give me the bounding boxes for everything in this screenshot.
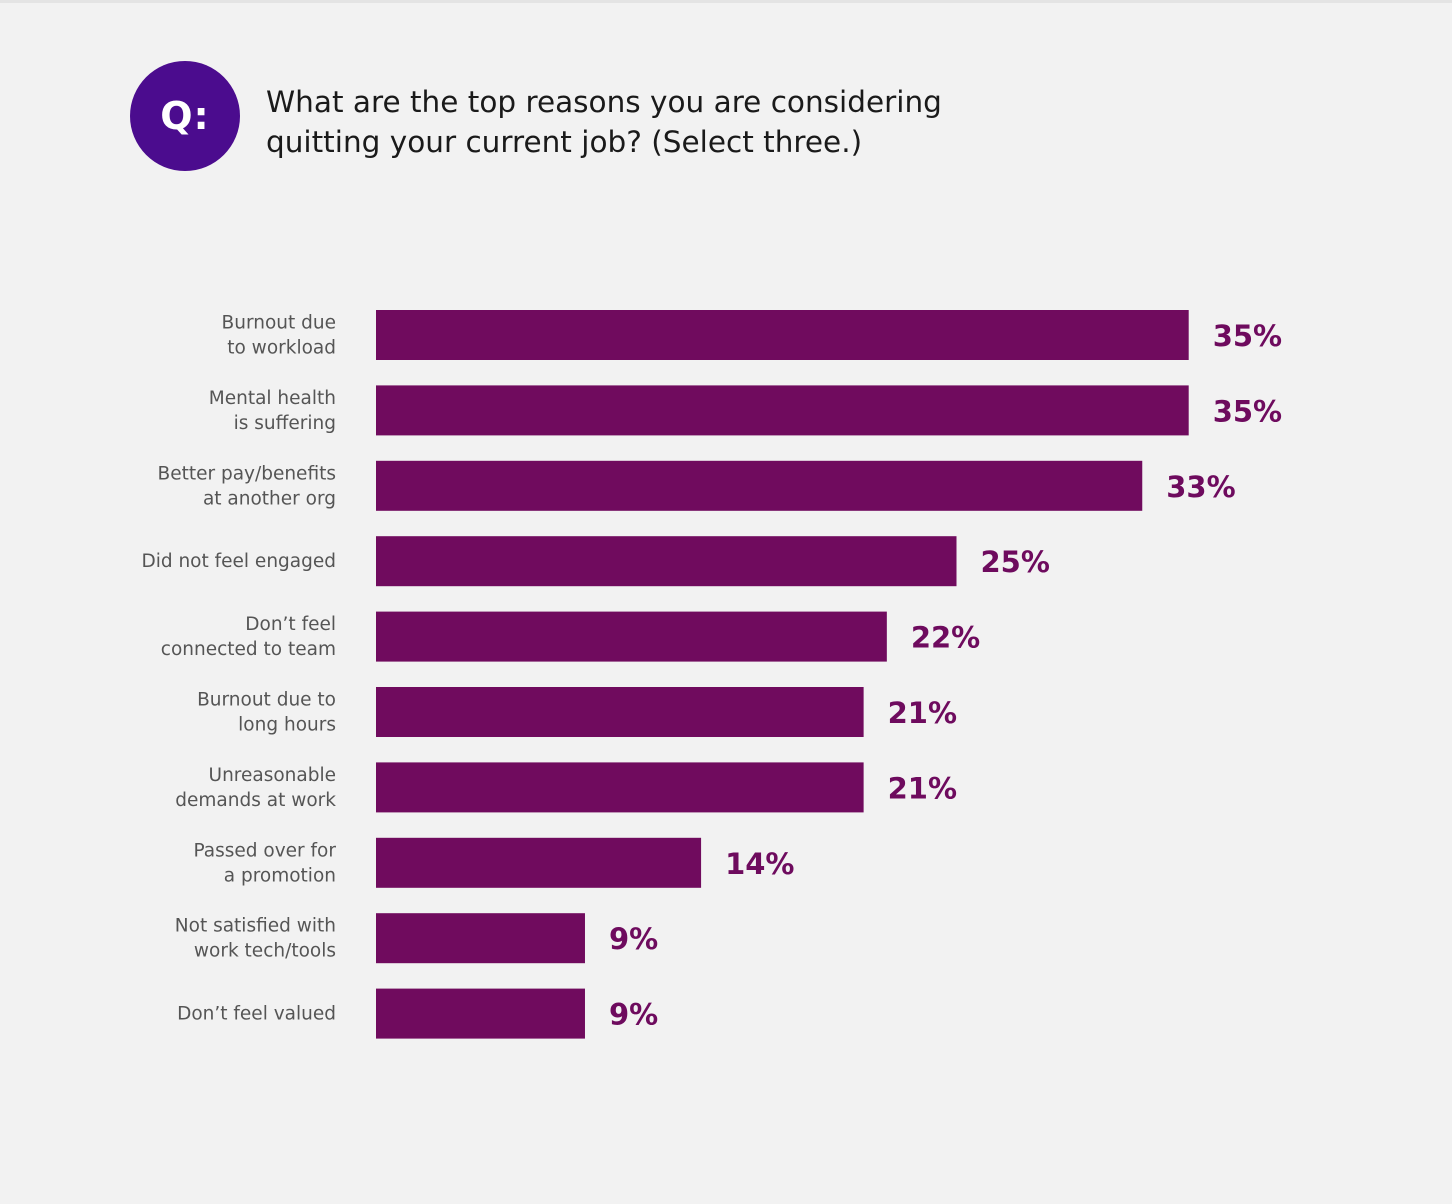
category-label-3: Did not feel engaged bbox=[141, 551, 336, 572]
value-label-7: 14% bbox=[725, 847, 794, 881]
category-label-1: Mental health is suffering bbox=[209, 388, 336, 434]
bar-6 bbox=[376, 762, 864, 813]
bar-0 bbox=[376, 310, 1189, 360]
bar-5 bbox=[376, 687, 864, 737]
value-label-4: 22% bbox=[911, 621, 980, 655]
category-label-4: Don’t feel connected to team bbox=[161, 614, 336, 660]
bar-3 bbox=[376, 536, 957, 587]
value-label-5: 21% bbox=[888, 696, 957, 730]
bar-4 bbox=[376, 611, 887, 662]
bar-2 bbox=[376, 460, 1143, 511]
top-border bbox=[0, 0, 1452, 3]
value-label-3: 25% bbox=[981, 545, 1050, 579]
category-label-5: Burnout due to long hours bbox=[197, 690, 336, 736]
category-label-8: Not satisfied with work tech/tools bbox=[175, 916, 336, 962]
category-label-7: Passed over for a promotion bbox=[193, 840, 336, 886]
value-label-9: 9% bbox=[609, 998, 658, 1032]
bar-8 bbox=[376, 913, 585, 964]
category-label-2: Better pay/benefits at another org bbox=[158, 463, 337, 509]
value-label-1: 35% bbox=[1213, 394, 1282, 428]
category-label-9: Don’t feel valued bbox=[177, 1004, 336, 1025]
value-label-0: 35% bbox=[1213, 319, 1282, 353]
bar-1 bbox=[376, 385, 1189, 436]
bar-9 bbox=[376, 988, 585, 1039]
category-label-6: Unreasonable demands at work bbox=[175, 765, 336, 811]
value-label-2: 33% bbox=[1166, 470, 1235, 504]
value-label-8: 9% bbox=[609, 922, 658, 956]
question-badge: Q: bbox=[130, 61, 240, 171]
value-label-6: 21% bbox=[888, 771, 957, 805]
bar-7 bbox=[376, 837, 702, 888]
category-label-0: Burnout due to workload bbox=[222, 313, 336, 359]
question-title: What are the top reasons you are conside… bbox=[266, 85, 942, 159]
